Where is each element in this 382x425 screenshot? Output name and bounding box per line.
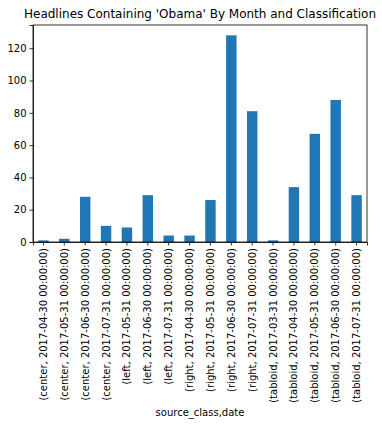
bar [59,239,69,242]
x-tick-mark [126,242,127,246]
y-tick-mark [30,48,34,49]
y-tick-label: 40 [14,172,27,183]
bar [101,226,111,242]
y-tick-label: 120 [7,43,26,54]
x-tick: (center, 2017-07-31 00:00:00) [101,242,112,401]
bar [226,35,236,242]
x-tick: (left, 2017-05-31 00:00:00) [121,242,132,385]
bar [143,195,153,242]
x-axis-line [34,243,368,246]
x-tick-mark [356,242,357,246]
y-tick-label: 0 [20,237,26,248]
plot-area: 0 20 40 60 80 100 120 (center, 2017-04-30 00:00… [7,25,367,403]
y-tick-label: 100 [7,75,26,86]
bars [38,35,362,242]
bar [163,236,173,242]
x-tick: (tabloid, 2017-06-30 00:00:00) [330,242,341,403]
y-axis-line [30,26,34,243]
y-axis: 0 20 40 60 80 100 120 [7,26,33,248]
y-tick-mark [30,145,34,146]
title: Headlines Containing 'Obama' By Month an… [24,7,376,21]
y-tick: 60 [14,140,33,151]
x-tick: (tabloid, 2017-07-31 00:00:00) [351,242,362,403]
y-tick: 120 [7,43,33,54]
x-tick-label: (left, 2017-07-31 00:00:00) [163,248,174,385]
bar [351,195,361,242]
x-tick-label: (left, 2017-05-31 00:00:00) [121,248,132,385]
y-tick: 100 [7,75,33,86]
y-tick-mark [30,113,34,114]
x-tick: (center, 2017-05-31 00:00:00) [59,242,70,401]
x-tick-mark [335,242,336,246]
x-tick-mark [293,242,294,246]
x-tick-label: (right, 2017-05-31 00:00:00) [205,248,216,392]
x-tick: (right, 2017-04-30 00:00:00) [184,242,195,392]
bar [310,134,320,242]
x-tick-label: (right, 2017-04-30 00:00:00) [184,248,195,392]
x-tick-label: (tabloid, 2017-06-30 00:00:00) [330,248,341,403]
frame [33,25,367,242]
x-tick: (right, 2017-06-30 00:00:00) [226,242,237,392]
x-tick-label: (right, 2017-06-30 00:00:00) [226,248,237,392]
bar [184,236,194,242]
y-tick-label: 20 [14,204,27,215]
x-tick-label: (tabloid, 2017-07-31 00:00:00) [351,248,362,403]
bar [330,100,340,242]
y-tick: 0 [20,237,33,248]
x-tick: (right, 2017-07-31 00:00:00) [247,242,258,392]
x-tick-mark [64,242,65,246]
x-tick: (left, 2017-06-30 00:00:00) [142,242,153,385]
x-tick: (tabloid, 2017-05-31 00:00:00) [309,242,320,403]
x-tick-mark [168,242,169,246]
bar [80,197,90,242]
y-tick-label: 60 [14,140,27,151]
x-tick: (left, 2017-07-31 00:00:00) [163,242,174,385]
x-axis: (center, 2017-04-30 00:00:00) (center, 20… [34,242,368,403]
x-tick-label: (center, 2017-04-30 00:00:00) [38,248,49,401]
y-tick-mark [30,242,34,243]
x-tick-mark [106,242,107,246]
x-tick-label: (tabloid, 2017-04-30 00:00:00) [288,248,299,403]
x-tick: (tabloid, 2017-03-31 00:00:00) [268,242,279,403]
x-tick-mark [210,242,211,246]
x-tick-mark [189,242,190,246]
x-tick: (center, 2017-06-30 00:00:00) [80,242,91,401]
x-tick-label: (center, 2017-06-30 00:00:00) [80,248,91,401]
y-tick-mark [30,81,34,82]
x-tick-mark [273,242,274,246]
x-tick-mark [43,242,44,246]
bar [289,187,299,242]
x-axis-title: source_class,date [156,407,245,419]
y-tick-mark [30,210,34,211]
x-tick-label: (tabloid, 2017-03-31 00:00:00) [268,248,279,403]
x-tick-mark [231,242,232,246]
x-tick: (center, 2017-04-30 00:00:00) [38,242,49,401]
y-tick: 20 [14,204,33,215]
x-tick-label: (center, 2017-07-31 00:00:00) [101,248,112,401]
x-tick-label: (center, 2017-05-31 00:00:00) [59,248,70,401]
x-tick-mark [314,242,315,246]
bar [122,227,132,242]
y-tick: 40 [14,172,33,183]
x-tick-label: (left, 2017-06-30 00:00:00) [142,248,153,385]
bar [205,200,215,242]
bar [247,111,257,242]
y-tick: 80 [14,108,33,119]
x-tick-mark [147,242,148,246]
x-tick: (right, 2017-05-31 00:00:00) [205,242,216,392]
x-tick: (tabloid, 2017-04-30 00:00:00) [288,242,299,403]
x-tick-mark [85,242,86,246]
y-tick-label: 80 [14,108,27,119]
chart: 0 20 40 60 80 100 120 (center, 2017-04-30 00:00… [0,0,382,425]
y-tick-mark [30,177,34,178]
x-tick-label: (tabloid, 2017-05-31 00:00:00) [309,248,320,403]
x-tick-label: (right, 2017-07-31 00:00:00) [247,248,258,392]
x-tick-mark [252,242,253,246]
